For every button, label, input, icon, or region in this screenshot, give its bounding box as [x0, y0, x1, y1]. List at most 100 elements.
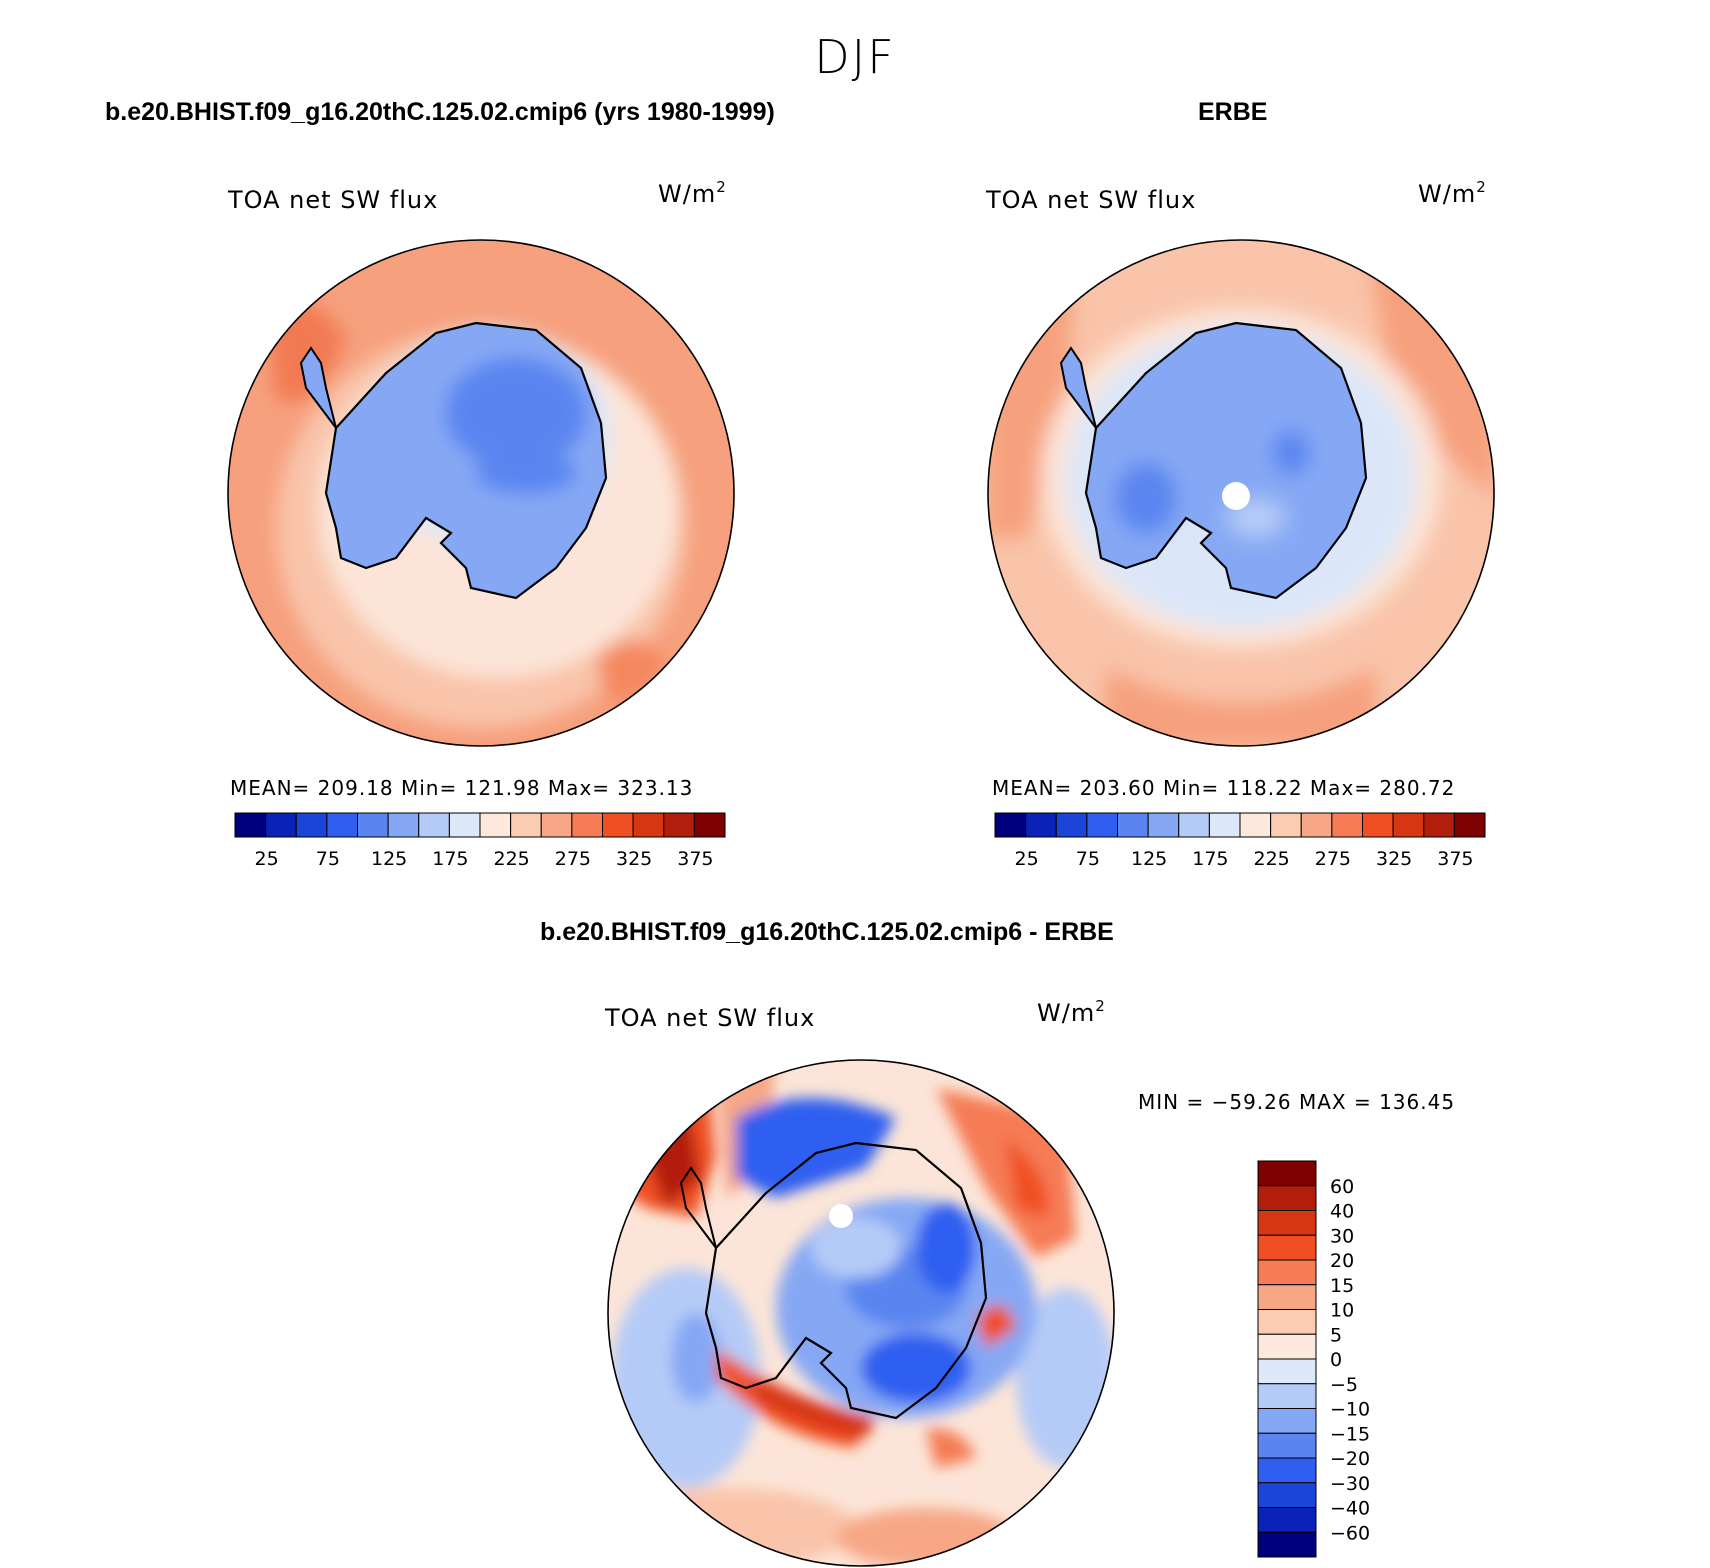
- colorbar-swatch: [1300, 812, 1333, 838]
- colorbar-tick-label: 75: [1076, 848, 1100, 870]
- colorbar-swatch: [1453, 812, 1486, 838]
- colorbar-swatch: [693, 812, 726, 838]
- colorbar-swatch: [418, 812, 450, 838]
- difference-map: [607, 1059, 1115, 1567]
- colorbar-swatch: [1178, 812, 1210, 838]
- colorbar-tick-label: −30: [1330, 1473, 1370, 1495]
- colorbar-tick-label: 25: [1015, 848, 1039, 870]
- colorbar-swatch: [663, 812, 695, 838]
- colorbar-swatch: [448, 812, 481, 838]
- colorbar-swatch: [1257, 1507, 1317, 1533]
- colorbar-swatch: [1147, 812, 1180, 838]
- colorbar-tick-label: 275: [555, 848, 591, 870]
- panel-2-map: [987, 239, 1495, 747]
- colorbar-tick-label: 20: [1330, 1250, 1354, 1272]
- colorbar-tick-label: −10: [1330, 1399, 1370, 1421]
- colorbar-tick-label: 60: [1330, 1176, 1354, 1198]
- colorbar-tick-label: 325: [616, 848, 652, 870]
- colorbar-tick-label: −20: [1330, 1448, 1370, 1470]
- colorbar-swatch: [540, 812, 573, 838]
- colorbar-swatch: [1257, 1210, 1317, 1236]
- colorbar-tick-label: 15: [1330, 1275, 1354, 1297]
- colorbar-swatch: [265, 812, 297, 838]
- difference-minmax: MIN = −59.26 MAX = 136.45: [1138, 1090, 1456, 1114]
- colorbar-swatch: [1270, 812, 1302, 838]
- panel-2-colorbar-ticks: 25 75 125 175 225 275 325 375: [1015, 848, 1474, 870]
- colorbar-tick-label: −60: [1330, 1522, 1370, 1544]
- colorbar-swatch: [1257, 1309, 1317, 1335]
- colorbar-swatch: [357, 812, 389, 838]
- panel-1-colorbar: [234, 812, 726, 838]
- colorbar-swatch: [479, 812, 512, 838]
- panel-1-map: [227, 239, 735, 747]
- panel-1-variable: TOA net SW flux: [228, 186, 439, 214]
- colorbar-swatch: [1055, 812, 1088, 838]
- panel-2-variable: TOA net SW flux: [986, 186, 1197, 214]
- colorbar-tick-label: 125: [371, 848, 407, 870]
- colorbar-swatch: [1257, 1408, 1317, 1434]
- colorbar-swatch: [1257, 1457, 1317, 1484]
- colorbar-swatch: [387, 812, 420, 838]
- colorbar-swatch: [1117, 812, 1149, 838]
- colorbar-swatch: [1257, 1234, 1317, 1261]
- colorbar-swatch: [1257, 1160, 1317, 1187]
- panel-2-title: ERBE: [1198, 98, 1268, 126]
- colorbar-swatch: [1257, 1185, 1317, 1211]
- colorbar-swatch: [602, 812, 634, 838]
- colorbar-tick-label: 75: [316, 848, 340, 870]
- colorbar-swatch: [1257, 1358, 1317, 1385]
- colorbar-tick-label: −40: [1330, 1498, 1370, 1520]
- panel-1-colorbar-ticks: 25 75 125 175 225 275 325 375: [255, 848, 714, 870]
- colorbar-swatch: [1086, 812, 1118, 838]
- colorbar-tick-label: 375: [677, 848, 713, 870]
- colorbar-tick-label: 10: [1330, 1300, 1354, 1322]
- season-title: DJF: [814, 30, 896, 84]
- colorbar-swatch: [326, 812, 358, 838]
- colorbar-tick-label: 225: [1253, 848, 1289, 870]
- colorbar-swatch: [632, 812, 665, 838]
- colorbar-tick-label: 225: [493, 848, 529, 870]
- colorbar-tick-label: 30: [1330, 1225, 1354, 1247]
- colorbar-swatch: [1423, 812, 1455, 838]
- colorbar-tick-label: 25: [255, 848, 279, 870]
- colorbar-tick-label: 40: [1330, 1201, 1354, 1223]
- colorbar-tick-label: −15: [1330, 1423, 1370, 1445]
- colorbar-swatch: [234, 812, 267, 838]
- difference-colorbar: [1257, 1160, 1317, 1558]
- colorbar-swatch: [1257, 1333, 1317, 1360]
- difference-unit: W/m2: [1037, 997, 1106, 1027]
- colorbar-tick-label: −5: [1330, 1374, 1358, 1396]
- colorbar-swatch: [1257, 1482, 1317, 1508]
- difference-title: b.e20.BHIST.f09_g16.20thC.125.02.cmip6 -…: [540, 918, 1114, 946]
- colorbar-tick-label: 175: [432, 848, 468, 870]
- colorbar-tick-label: 275: [1315, 848, 1351, 870]
- colorbar-swatch: [1331, 812, 1363, 838]
- colorbar-tick-label: 0: [1330, 1349, 1342, 1371]
- colorbar-swatch: [1257, 1383, 1317, 1409]
- colorbar-swatch: [1257, 1284, 1317, 1310]
- panel-2-colorbar: [994, 812, 1486, 838]
- panel-1-unit: W/m2: [658, 178, 727, 208]
- colorbar-swatch: [994, 812, 1027, 838]
- panel-1-stats: MEAN= 209.18 Min= 121.98 Max= 323.13: [230, 776, 694, 800]
- colorbar-tick-label: 5: [1330, 1324, 1342, 1346]
- colorbar-swatch: [1392, 812, 1425, 838]
- difference-variable: TOA net SW flux: [605, 1004, 816, 1032]
- colorbar-swatch: [1257, 1432, 1317, 1459]
- panel-1-title: b.e20.BHIST.f09_g16.20thC.125.02.cmip6 (…: [105, 98, 775, 126]
- colorbar-swatch: [1025, 812, 1057, 838]
- colorbar-tick-label: 325: [1376, 848, 1412, 870]
- colorbar-swatch: [510, 812, 542, 838]
- colorbar-tick-label: 175: [1192, 848, 1228, 870]
- colorbar-swatch: [1257, 1259, 1317, 1286]
- colorbar-swatch: [295, 812, 328, 838]
- colorbar-swatch: [571, 812, 603, 838]
- colorbar-swatch: [1208, 812, 1241, 838]
- panel-2-unit: W/m2: [1418, 178, 1487, 208]
- colorbar-tick-label: 125: [1131, 848, 1167, 870]
- colorbar-tick-label: 375: [1437, 848, 1473, 870]
- colorbar-swatch: [1257, 1531, 1317, 1558]
- panel-2-stats: MEAN= 203.60 Min= 118.22 Max= 280.72: [992, 776, 1456, 800]
- colorbar-swatch: [1362, 812, 1394, 838]
